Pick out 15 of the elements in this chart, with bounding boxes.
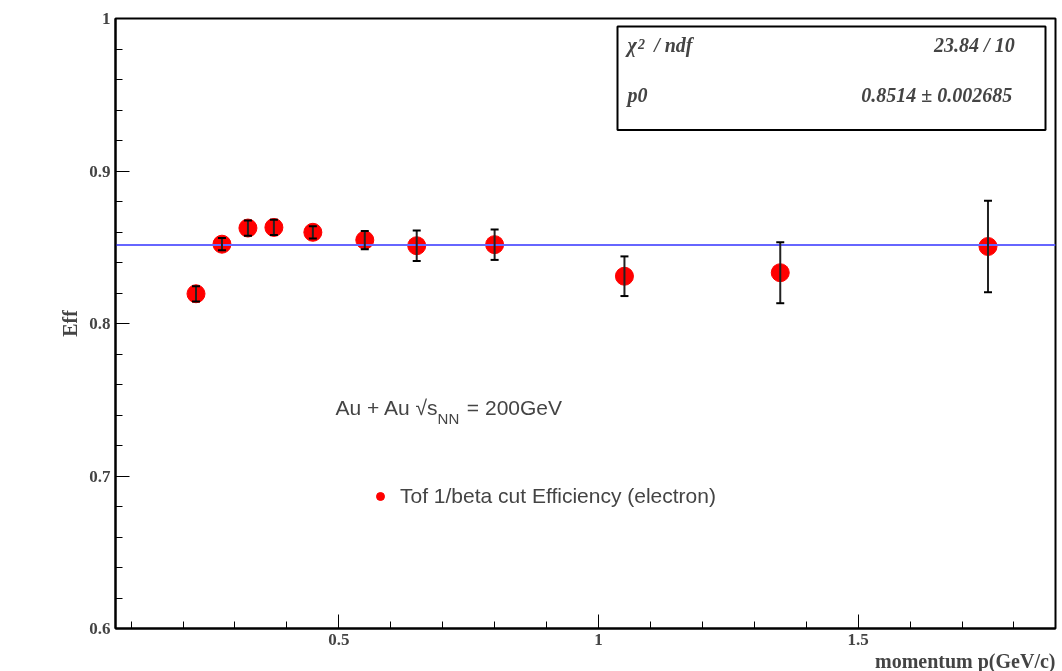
y-tick-label: 0.6 (89, 619, 111, 638)
x-tick-label: 1.5 (847, 629, 869, 649)
annotation: p0 (625, 83, 648, 107)
y-tick-label: 0.7 (89, 466, 111, 486)
annotation: 0.8514 ± 0.002685 (861, 83, 1013, 106)
y-tick-label: 0.9 (89, 161, 111, 181)
y-tick-label: 1 (102, 9, 111, 28)
y-tick-label: 0.8 (89, 314, 111, 333)
x-tick-label: 1 (594, 629, 603, 649)
annotation: 23.84 / 10 (933, 33, 1015, 56)
legend-label: Tof 1/beta cut Efficiency (electron) (400, 484, 716, 508)
y-axis-title: Eff (59, 309, 82, 337)
x-axis-title: momentum p(GeV/c) (874, 649, 1056, 671)
annotation: χ2 / ndf (624, 33, 695, 57)
x-tick-label: 0.5 (328, 629, 350, 649)
